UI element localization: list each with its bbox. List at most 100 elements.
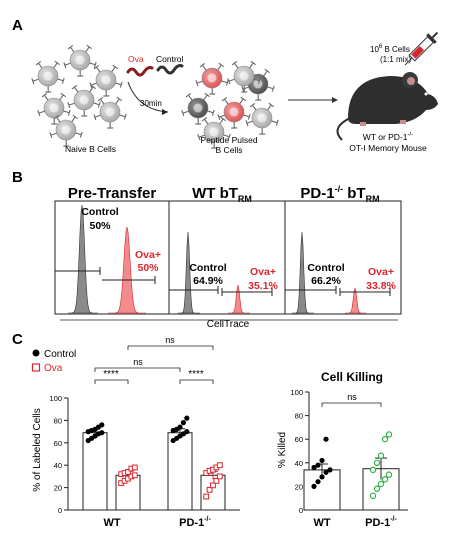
naive-cell	[50, 115, 82, 146]
point-wt	[327, 467, 332, 472]
ova-label-1: Ova+	[135, 249, 161, 261]
panel-a: A Naive B Cells Ova Control 30min Peptid…	[12, 17, 442, 155]
point-wt	[319, 458, 324, 463]
point-control	[184, 416, 189, 421]
mouse-icon	[338, 72, 439, 140]
right-x-label-pd1: PD-1-/-	[365, 516, 397, 529]
point-ova	[204, 494, 209, 499]
histogram-wt: WT bTRM Control 64.9% Ova+ 35.1%	[169, 185, 285, 314]
ns-label-2: ns	[165, 335, 175, 345]
pulsed-label-1: Peptide Pulsed	[200, 135, 257, 145]
ova-peptide-icon	[128, 68, 152, 76]
left-y-label: % of Labeled Cells	[32, 408, 43, 491]
point-control	[99, 422, 104, 427]
right-y-tick-label: 40	[295, 459, 303, 468]
left-y-tick-label: 0	[58, 506, 62, 515]
right-y-tick-label: 20	[295, 482, 303, 491]
point-pd1	[370, 467, 375, 472]
panel-b: B Pre-Transfer Control 50% Ova+ 50% WT b…	[12, 169, 401, 330]
point-control	[99, 430, 104, 435]
point-pd1	[386, 432, 391, 437]
control-label-3: Control	[307, 262, 344, 274]
ova-pct-1: 50%	[137, 262, 159, 274]
left-y-tick-label: 80	[54, 416, 62, 425]
bar-control	[83, 433, 107, 510]
histogram-pd1: PD-1-/- bTRM Control 66.2% Ova+ 33.8%	[285, 184, 401, 314]
right-x-label-wt: WT	[313, 517, 330, 529]
pulsed-cell	[218, 97, 250, 128]
naive-cell	[64, 45, 96, 76]
mouse-label-2: OT-I Memory Mouse	[349, 143, 427, 153]
incubation-arrowhead	[162, 109, 168, 115]
point-wt	[323, 437, 328, 442]
right-y-tick-label: 60	[295, 435, 303, 444]
bracket-ns-2	[128, 346, 213, 350]
bracket-pd1	[180, 380, 213, 384]
panel-c: C Control Ova % of Labeled Cells 0 20 40 60…	[12, 331, 408, 529]
right-ns-label: ns	[347, 392, 357, 402]
histogram-pre-transfer: Pre-Transfer Control 50% Ova+ 50%	[55, 185, 169, 314]
point-ova	[217, 474, 222, 479]
legend-control-label: Control	[44, 349, 76, 360]
point-ova	[217, 463, 222, 468]
legend-ova-label: Ova	[44, 363, 63, 374]
point-ova	[132, 465, 137, 470]
point-pd1	[386, 472, 391, 477]
point-control	[181, 420, 186, 425]
right-y-tick-label: 100	[290, 388, 303, 397]
point-wt	[311, 484, 316, 489]
point-pd1	[370, 493, 375, 498]
left-x-label-pd1: PD-1-/-	[179, 516, 211, 529]
inject-count: 106 B Cells	[370, 44, 410, 54]
ova-pct-3: 33.8%	[366, 280, 396, 292]
point-control	[177, 425, 182, 430]
left-y-tick-label: 60	[54, 439, 62, 448]
point-ova	[132, 473, 137, 478]
panel-letter-c: C	[12, 331, 23, 348]
point-pd1	[374, 486, 379, 491]
naive-cell	[38, 93, 70, 124]
right-y-tick-label: 80	[295, 412, 303, 421]
control-peptide-icon	[158, 66, 182, 74]
panel-letter-b: B	[12, 169, 23, 186]
time-label: 30min	[140, 99, 162, 108]
sig-pd1: ****	[188, 369, 204, 380]
chart-labeled-cells: % of Labeled Cells 0 20 40 60 80 100 WT PD-1-…	[32, 335, 240, 529]
ns-label-1: ns	[133, 357, 143, 367]
ova-label-3: Ova+	[368, 266, 394, 278]
ova-label-2: Ova+	[250, 266, 276, 278]
left-y-tick-label: 100	[49, 394, 62, 403]
ova-label: Ova	[128, 54, 144, 64]
left-x-label-wt: WT	[103, 517, 120, 529]
control-label-1: Control	[81, 206, 118, 218]
naive-b-cells-illustration	[32, 45, 126, 146]
celltrace-label: CellTrace	[207, 319, 250, 330]
transfer-arrowhead	[332, 97, 338, 103]
naive-cells-label: Naive B Cells	[65, 144, 116, 154]
pulsed-cell	[196, 63, 228, 94]
sig-wt: ****	[103, 369, 119, 380]
pulsed-cell	[246, 103, 278, 134]
right-y-tick-label: 0	[299, 506, 303, 515]
point-wt	[315, 479, 320, 484]
control-pct-1: 50%	[89, 220, 111, 232]
right-bracket-ns	[322, 403, 381, 407]
control-pct-3: 66.2%	[311, 275, 341, 287]
pulsed-label-2: B Cells	[216, 145, 243, 155]
naive-cell	[68, 85, 100, 116]
panel-letter-a: A	[12, 17, 23, 34]
left-y-tick-label: 40	[54, 461, 62, 470]
point-pd1	[382, 437, 387, 442]
control-pct-2: 64.9%	[193, 275, 223, 287]
left-y-tick-label: 20	[54, 484, 62, 493]
naive-cell	[32, 61, 64, 92]
point-wt	[319, 474, 324, 479]
bar-control	[168, 433, 192, 510]
pulsed-cell	[182, 93, 214, 124]
naive-cell	[94, 97, 126, 128]
point-pd1	[374, 460, 379, 465]
right-title: Cell Killing	[321, 370, 383, 384]
bracket-wt	[95, 380, 128, 384]
